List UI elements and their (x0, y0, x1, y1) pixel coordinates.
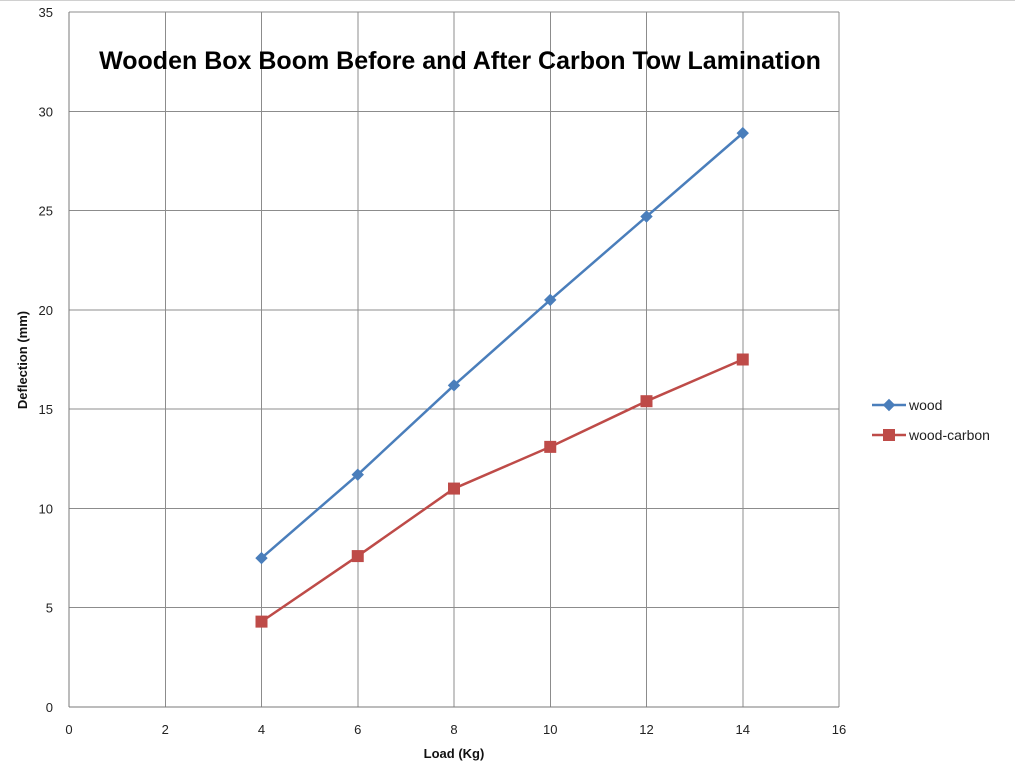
x-tick-label: 16 (832, 722, 846, 737)
data-point (447, 379, 461, 392)
top-border (0, 0, 1015, 1)
legend-label: wood (908, 397, 942, 413)
data-point (351, 468, 364, 481)
chart-title: Wooden Box Boom Before and After Carbon … (99, 47, 821, 75)
y-tick-label: 35 (39, 5, 53, 20)
y-tick-label: 30 (39, 104, 53, 119)
legend-item-wood-carbon: wood-carbon (872, 427, 990, 443)
y-tick-label: 20 (39, 303, 53, 318)
data-point (640, 210, 653, 223)
y-tick-labels: 0 5 10 15 20 25 30 35 (39, 5, 53, 715)
series-wood (255, 126, 749, 565)
series-line (260, 132, 744, 560)
legend-marker (883, 429, 895, 441)
legend-item-wood: wood (872, 397, 942, 413)
y-tick-label: 15 (39, 402, 53, 417)
legend-label: wood-carbon (908, 427, 990, 443)
x-axis-title: Load (Kg) (424, 746, 485, 761)
y-axis-title: Deflection (mm) (15, 311, 30, 409)
series-line (260, 358, 744, 623)
series-group (255, 126, 749, 628)
x-tick-label: 12 (639, 722, 653, 737)
y-tick-label: 5 (46, 601, 53, 616)
data-point (736, 126, 749, 140)
x-tick-label: 4 (258, 722, 265, 737)
x-tick-labels: 0 2 4 6 8 10 12 14 16 (65, 722, 846, 737)
x-tick-label: 10 (543, 722, 557, 737)
x-tick-label: 8 (450, 722, 457, 737)
data-point (640, 395, 653, 408)
y-tick-label: 0 (46, 700, 53, 715)
data-point (255, 551, 268, 565)
data-point (448, 482, 460, 495)
series-wood-carbon (255, 353, 749, 628)
data-point (736, 353, 749, 366)
x-tick-label: 0 (65, 722, 72, 737)
legend-marker (882, 398, 896, 412)
y-tick-label: 10 (39, 501, 53, 516)
y-tick-label: 25 (39, 204, 53, 219)
data-point (544, 293, 557, 307)
legend: wood wood-carbon (872, 397, 990, 443)
data-point (255, 615, 268, 628)
x-tick-label: 2 (162, 722, 169, 737)
data-point (351, 550, 364, 563)
data-point (544, 440, 557, 453)
x-tick-label: 14 (736, 722, 750, 737)
x-tick-label: 6 (354, 722, 361, 737)
gridlines (68, 11, 840, 708)
